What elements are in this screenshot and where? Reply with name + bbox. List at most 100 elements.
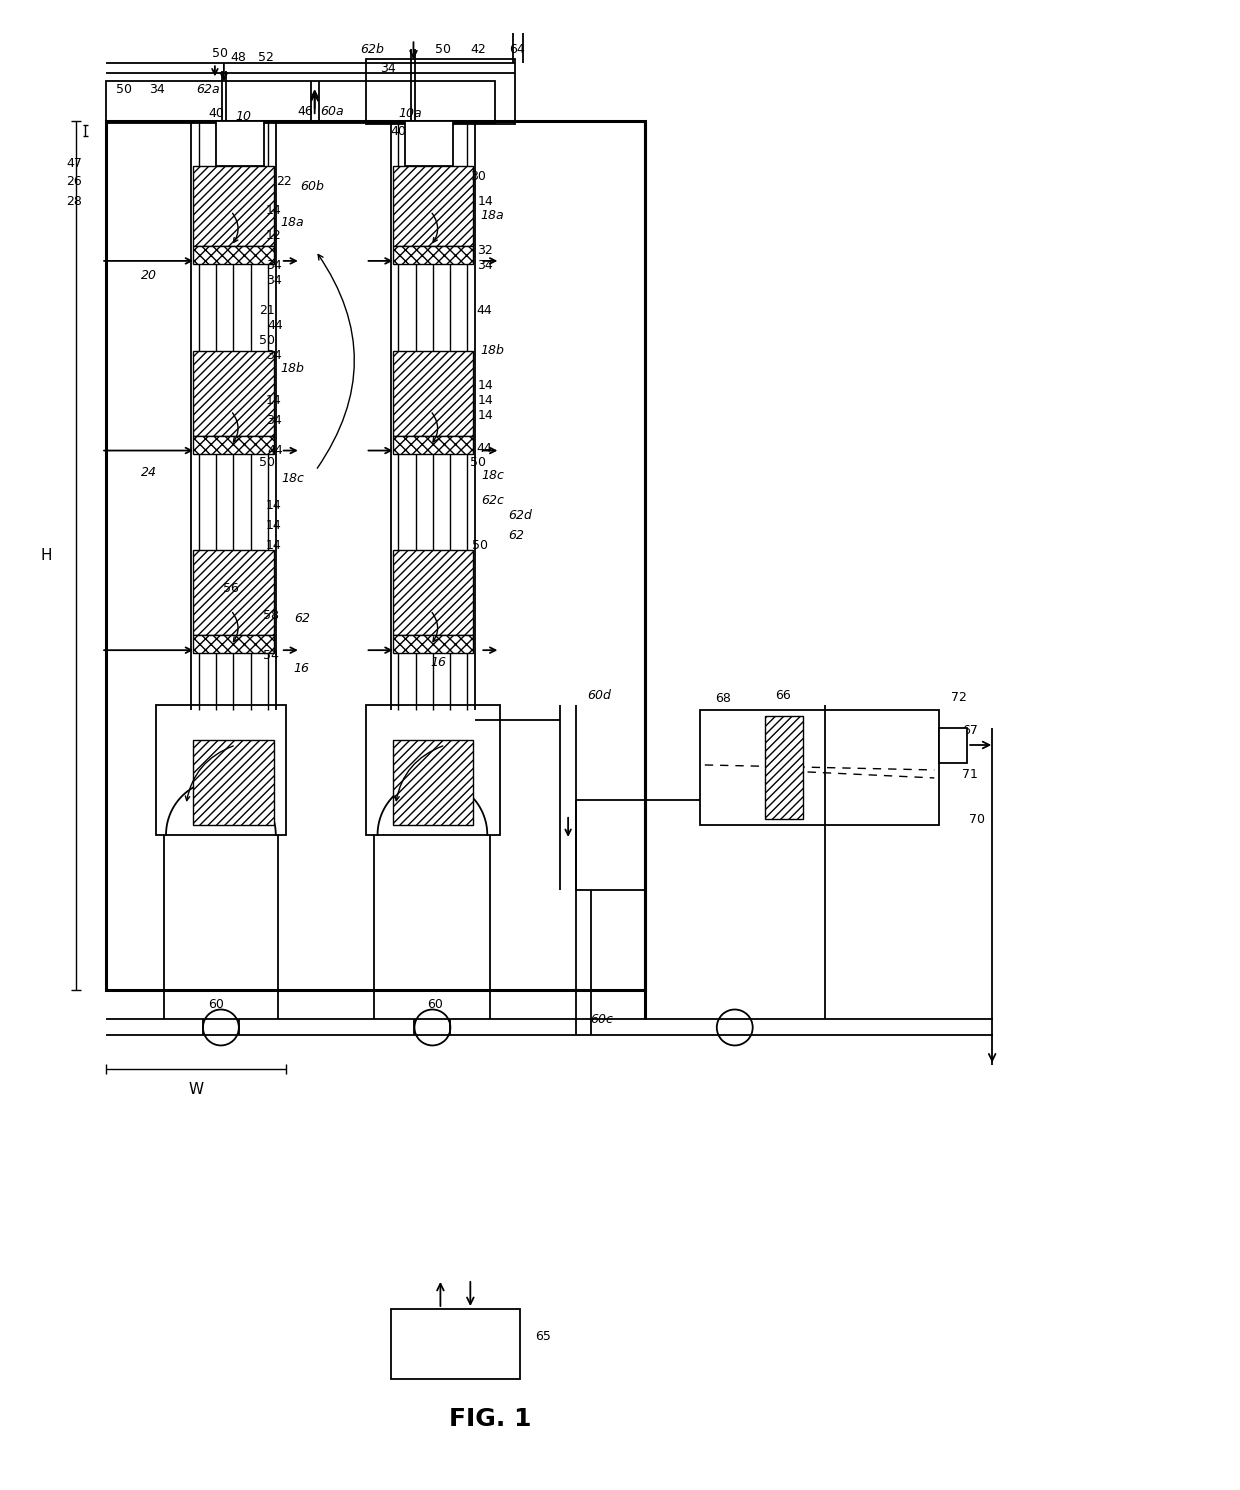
Bar — [218, 124, 229, 164]
Text: 71: 71 — [962, 769, 978, 781]
Text: 62a: 62a — [196, 83, 219, 95]
Text: 50: 50 — [472, 539, 489, 551]
Text: 26: 26 — [66, 174, 82, 188]
Text: 16: 16 — [430, 656, 446, 669]
Bar — [393, 350, 474, 435]
Text: 12: 12 — [265, 229, 281, 243]
Bar — [193, 550, 274, 635]
Text: 18c: 18c — [281, 472, 305, 486]
Text: H: H — [41, 548, 52, 563]
Bar — [193, 635, 274, 653]
Text: 48: 48 — [231, 51, 247, 64]
Bar — [193, 165, 274, 246]
Bar — [221, 124, 228, 143]
Text: 62: 62 — [508, 529, 525, 542]
Bar — [193, 350, 274, 435]
Text: 50: 50 — [470, 456, 486, 469]
Bar — [391, 1308, 521, 1378]
Text: 60a: 60a — [321, 104, 345, 118]
Text: 62b: 62b — [361, 43, 384, 55]
Text: 60c: 60c — [590, 1013, 613, 1027]
Text: 65: 65 — [536, 1331, 551, 1344]
Bar — [765, 717, 802, 820]
Text: 34: 34 — [477, 259, 494, 273]
Text: 44: 44 — [476, 304, 492, 317]
Text: 50: 50 — [117, 83, 133, 95]
Text: 60b: 60b — [301, 179, 325, 192]
Bar — [193, 741, 274, 825]
Text: 67: 67 — [962, 724, 978, 736]
Text: 47: 47 — [66, 156, 82, 170]
Text: 60d: 60d — [587, 688, 611, 702]
Text: 14: 14 — [265, 395, 281, 407]
Text: 14: 14 — [265, 539, 281, 551]
Text: 50: 50 — [259, 456, 275, 469]
Text: 18a: 18a — [480, 210, 503, 222]
Text: 32: 32 — [477, 244, 494, 258]
Bar — [393, 741, 474, 825]
Text: 14: 14 — [477, 395, 494, 407]
Text: 30: 30 — [470, 170, 486, 183]
Text: FIG. 1: FIG. 1 — [449, 1407, 532, 1430]
Text: 20: 20 — [141, 270, 157, 283]
Text: 60: 60 — [428, 998, 444, 1012]
Bar — [156, 705, 285, 834]
Bar — [216, 121, 264, 165]
Text: 18a: 18a — [280, 216, 304, 229]
Text: 62: 62 — [294, 612, 310, 624]
Text: 42: 42 — [470, 43, 486, 55]
Text: 66: 66 — [775, 688, 790, 702]
Bar — [366, 60, 516, 124]
Text: 34: 34 — [265, 349, 281, 362]
Bar — [393, 435, 474, 453]
Text: 14: 14 — [477, 378, 494, 392]
Bar — [699, 711, 939, 825]
Text: 14: 14 — [265, 519, 281, 532]
Text: 68: 68 — [714, 691, 730, 705]
Text: 58: 58 — [263, 609, 279, 621]
Text: 60: 60 — [208, 998, 224, 1012]
Text: 10: 10 — [236, 110, 252, 122]
Text: 44: 44 — [268, 319, 284, 332]
Text: 14: 14 — [477, 410, 494, 422]
Bar — [393, 246, 474, 264]
Text: 46: 46 — [298, 104, 314, 118]
Text: 16: 16 — [294, 662, 310, 675]
Bar — [107, 82, 495, 124]
Text: 40: 40 — [208, 107, 223, 119]
Bar — [408, 124, 419, 164]
Text: 34: 34 — [265, 274, 281, 288]
Text: 24: 24 — [141, 466, 157, 478]
Text: 28: 28 — [66, 195, 82, 207]
Text: 50: 50 — [259, 334, 275, 347]
Text: 18b: 18b — [480, 344, 505, 358]
Bar — [193, 246, 274, 264]
Text: 34: 34 — [149, 83, 165, 95]
Text: 50: 50 — [435, 43, 451, 55]
Bar — [393, 165, 474, 246]
Text: 14: 14 — [265, 204, 281, 218]
Text: 52: 52 — [258, 51, 274, 64]
Text: 14: 14 — [477, 195, 494, 207]
Bar — [393, 635, 474, 653]
Text: 62d: 62d — [508, 510, 532, 522]
Bar — [939, 729, 967, 763]
Text: 22: 22 — [275, 174, 291, 188]
Text: 18c: 18c — [481, 469, 505, 481]
Text: 56: 56 — [223, 581, 239, 595]
Text: 18b: 18b — [280, 362, 305, 375]
Text: 21: 21 — [259, 304, 274, 317]
Text: 44: 44 — [476, 443, 492, 454]
Text: 10a: 10a — [398, 107, 422, 119]
Text: 34: 34 — [381, 61, 397, 74]
Bar — [410, 124, 418, 145]
Text: 44: 44 — [236, 134, 252, 148]
Bar — [193, 435, 274, 453]
Text: 72: 72 — [951, 690, 967, 703]
Bar — [405, 121, 454, 165]
Text: 54: 54 — [263, 648, 279, 662]
Text: 70: 70 — [970, 814, 986, 827]
Text: 50: 50 — [212, 46, 228, 60]
Bar — [393, 550, 474, 635]
Text: 62c: 62c — [481, 495, 505, 507]
